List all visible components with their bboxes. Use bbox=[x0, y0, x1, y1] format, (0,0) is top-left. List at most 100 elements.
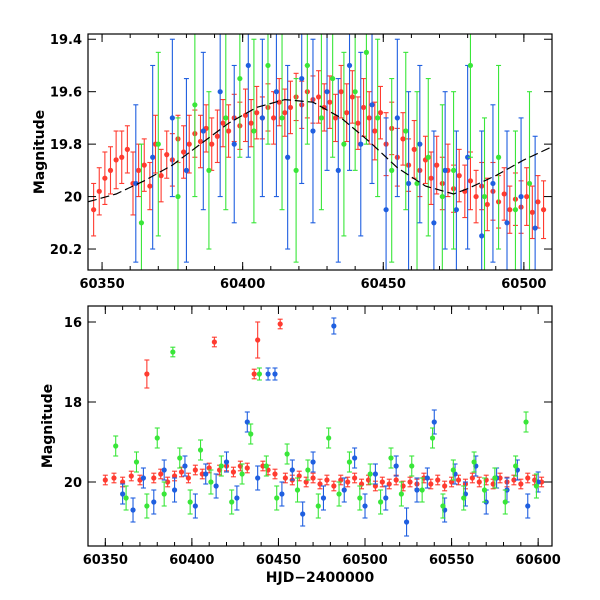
data-point bbox=[293, 78, 299, 263]
data-point bbox=[111, 472, 117, 484]
data-point bbox=[223, 451, 230, 473]
data-point bbox=[192, 493, 198, 519]
data-point bbox=[130, 497, 136, 523]
data-point bbox=[119, 130, 125, 185]
data-point bbox=[469, 472, 475, 484]
x-tick-label: 60450 bbox=[256, 553, 301, 568]
data-point bbox=[393, 455, 399, 477]
data-point bbox=[96, 167, 102, 216]
data-point bbox=[124, 125, 130, 174]
data-point bbox=[294, 477, 301, 503]
data-point bbox=[299, 34, 305, 185]
data-point bbox=[481, 477, 488, 503]
data-point bbox=[289, 459, 295, 481]
data-point bbox=[524, 167, 530, 226]
y-tick-label: 16 bbox=[64, 316, 82, 331]
data-point bbox=[272, 367, 278, 381]
top-panel: 60350 60400 60450 60500 19.4 19.6 19.8 20 20.2 Ma… bbox=[32, 33, 553, 292]
data-point bbox=[284, 443, 290, 465]
data-point bbox=[209, 117, 215, 171]
data-point bbox=[367, 463, 373, 485]
data-point bbox=[440, 493, 446, 519]
data-point bbox=[144, 359, 150, 389]
data-point bbox=[465, 64, 471, 250]
data-point bbox=[185, 472, 192, 484]
data-point bbox=[141, 138, 147, 192]
data-point bbox=[346, 451, 353, 473]
data-point bbox=[471, 451, 477, 473]
data-point bbox=[203, 463, 209, 485]
data-point bbox=[405, 91, 412, 270]
data-point bbox=[467, 34, 474, 158]
data-point bbox=[409, 455, 415, 477]
data-point bbox=[330, 34, 336, 158]
data-point bbox=[150, 64, 156, 250]
data-point bbox=[296, 470, 302, 482]
data-point bbox=[151, 489, 157, 515]
plot-frame bbox=[87, 305, 553, 547]
data-point bbox=[120, 483, 126, 505]
data-point bbox=[318, 34, 325, 211]
data-point bbox=[315, 70, 322, 124]
x-tick-label: 60400 bbox=[220, 277, 265, 292]
data-point bbox=[161, 459, 167, 481]
data-point bbox=[107, 146, 114, 195]
data-point bbox=[192, 464, 198, 476]
data-point bbox=[335, 78, 341, 263]
data-point bbox=[245, 34, 251, 158]
y-tick-label: 19.6 bbox=[50, 86, 82, 101]
data-point bbox=[244, 462, 250, 474]
data-point bbox=[417, 64, 423, 224]
data-point bbox=[431, 130, 437, 270]
data-point bbox=[341, 477, 347, 503]
data-point bbox=[279, 34, 285, 211]
data-point bbox=[422, 135, 429, 185]
data-point bbox=[352, 472, 358, 484]
data-point bbox=[133, 451, 140, 473]
data-point bbox=[144, 493, 150, 519]
data-point bbox=[182, 455, 188, 477]
data-point bbox=[450, 91, 457, 250]
data-point bbox=[248, 423, 254, 445]
data-point bbox=[226, 104, 232, 158]
data-point bbox=[181, 125, 187, 179]
data-point bbox=[315, 493, 321, 519]
data-point bbox=[504, 130, 510, 270]
data-point bbox=[324, 474, 330, 486]
data-point bbox=[304, 34, 310, 145]
data-point bbox=[277, 318, 283, 330]
data-point bbox=[282, 472, 288, 484]
y-axis-label: Magnitude bbox=[40, 384, 56, 468]
data-point bbox=[473, 169, 479, 224]
data-point bbox=[223, 34, 229, 211]
data-point bbox=[526, 91, 533, 270]
data-point bbox=[435, 474, 441, 486]
data-point bbox=[251, 368, 257, 380]
data-point bbox=[265, 367, 271, 381]
data-point bbox=[383, 485, 389, 511]
data-point bbox=[273, 34, 280, 198]
data-point bbox=[155, 51, 161, 237]
data-point bbox=[442, 480, 448, 492]
data-point bbox=[165, 476, 171, 488]
data-point bbox=[398, 481, 404, 507]
data-point bbox=[164, 130, 170, 179]
data-point bbox=[274, 485, 280, 511]
data-point bbox=[352, 34, 358, 171]
data-point bbox=[479, 130, 485, 270]
data-point bbox=[220, 99, 226, 148]
data-point bbox=[244, 411, 250, 433]
data-point bbox=[419, 477, 425, 503]
data-point bbox=[403, 51, 409, 211]
data-point bbox=[484, 177, 490, 232]
data-point bbox=[425, 78, 431, 237]
data-point bbox=[369, 34, 375, 185]
y-tick-label: 19.4 bbox=[50, 33, 82, 48]
data-point bbox=[326, 427, 332, 449]
data-point bbox=[138, 143, 145, 270]
data-point bbox=[428, 478, 434, 490]
data-point bbox=[229, 489, 235, 515]
data-point bbox=[171, 477, 178, 503]
data-point bbox=[490, 104, 496, 263]
data-point bbox=[276, 78, 282, 127]
